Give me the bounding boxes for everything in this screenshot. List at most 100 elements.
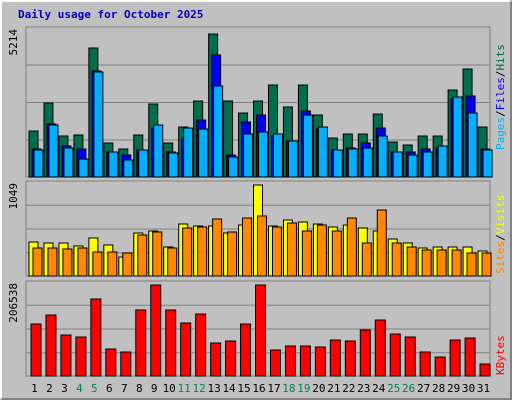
- kbytes-bar: [120, 351, 132, 377]
- legend-pages: Pages: [494, 117, 507, 150]
- legend-sep: /: [494, 71, 507, 78]
- sites-bar: [107, 251, 118, 277]
- kbytes-bar: [299, 345, 311, 377]
- kbytes-bar: [45, 314, 57, 377]
- sites-bar: [167, 247, 178, 277]
- legend-sep: /: [494, 110, 507, 117]
- kbytes-bar: [284, 345, 296, 377]
- kbytes-bar: [344, 340, 356, 377]
- kbytes-bar: [240, 323, 252, 377]
- legend-sep: /: [494, 234, 507, 241]
- sites-bar: [451, 249, 462, 277]
- day-label: 28: [432, 382, 445, 395]
- sites-bar: [436, 249, 447, 277]
- day-label: 5: [91, 382, 98, 395]
- day-label: 29: [447, 382, 460, 395]
- pages-bar: [407, 154, 418, 178]
- kbytes-bar: [150, 284, 162, 377]
- pages-bar: [138, 149, 149, 178]
- legend-hits: Hits: [494, 44, 507, 71]
- day-label: 3: [61, 382, 68, 395]
- pages-bar: [332, 149, 343, 178]
- sites-bar: [77, 247, 88, 277]
- sites-bar: [421, 249, 432, 277]
- kbytes-bar: [255, 284, 267, 377]
- day-label: 30: [462, 382, 475, 395]
- day-label: 1: [31, 382, 38, 395]
- pages-bar: [228, 156, 239, 178]
- day-label: 18: [282, 382, 295, 395]
- kbytes-bar: [374, 319, 386, 377]
- kbytes-bar: [269, 349, 281, 377]
- day-label: 4: [76, 382, 83, 395]
- day-label: 21: [327, 382, 340, 395]
- sites-bar: [227, 231, 238, 277]
- pages-bar: [48, 124, 59, 178]
- sites-bar: [331, 230, 342, 277]
- kbytes-bar: [449, 339, 461, 377]
- pages-bar: [183, 127, 194, 178]
- day-label: 10: [163, 382, 176, 395]
- sites-bar: [376, 209, 387, 277]
- sites-bar: [406, 246, 417, 277]
- kbytes-bar: [419, 351, 431, 377]
- kbytes-bar: [314, 346, 326, 377]
- kbytes-bar: [60, 334, 72, 377]
- pages-bar: [437, 145, 448, 178]
- day-label: 25: [387, 382, 400, 395]
- pages-bar: [272, 133, 283, 178]
- y-max-label: 206538: [7, 283, 20, 323]
- day-label: 17: [267, 382, 280, 395]
- sites-bar: [122, 252, 133, 277]
- pages-bar: [123, 159, 134, 178]
- day-label: 9: [151, 382, 158, 395]
- kbytes-bar: [329, 339, 341, 377]
- day-label: 19: [297, 382, 310, 395]
- kbytes-bar: [210, 342, 222, 377]
- sites-bar: [92, 251, 103, 277]
- pages-bar: [243, 133, 254, 178]
- kbytes-bar: [434, 356, 446, 377]
- pages-bar: [302, 114, 313, 178]
- day-label: 15: [237, 382, 250, 395]
- day-label: 13: [207, 382, 220, 395]
- day-label: 27: [417, 382, 430, 395]
- pages-bar: [452, 96, 463, 178]
- kbytes-bar: [90, 298, 102, 377]
- day-label: 12: [193, 382, 206, 395]
- kbytes-bar: [195, 313, 207, 377]
- day-label: 16: [252, 382, 265, 395]
- pages-bar: [392, 151, 403, 178]
- pages-bar: [153, 124, 164, 178]
- day-label: 31: [477, 382, 490, 395]
- day-label: 24: [372, 382, 386, 395]
- sites-bar: [47, 247, 58, 277]
- kbytes-bar: [135, 309, 147, 377]
- kbytes-bar: [30, 323, 42, 377]
- kbytes-bar: [404, 336, 416, 377]
- sites-bar: [301, 230, 312, 277]
- sites-bar: [391, 242, 402, 277]
- pages-bar: [33, 149, 44, 178]
- kbytes-bar: [479, 363, 491, 377]
- legend-visits-sites: Sites/Visits: [494, 195, 507, 275]
- pages-bar: [377, 135, 388, 178]
- sites-bar: [346, 217, 357, 277]
- pages-bar: [198, 128, 209, 178]
- sites-bar: [286, 222, 297, 277]
- day-label: 11: [178, 382, 191, 395]
- kbytes-bar: [75, 336, 87, 377]
- sites-bar: [242, 217, 253, 277]
- sites-bar: [32, 247, 43, 277]
- legend-files: Files: [494, 77, 507, 110]
- pages-bar: [482, 149, 493, 178]
- legend-kbytes: KBytes: [494, 335, 507, 375]
- pages-bar: [93, 71, 104, 178]
- sites-bar: [361, 242, 372, 277]
- pages-bar: [362, 147, 373, 178]
- sites-bar: [271, 226, 282, 277]
- sites-bar: [182, 227, 193, 277]
- day-label: 20: [312, 382, 325, 395]
